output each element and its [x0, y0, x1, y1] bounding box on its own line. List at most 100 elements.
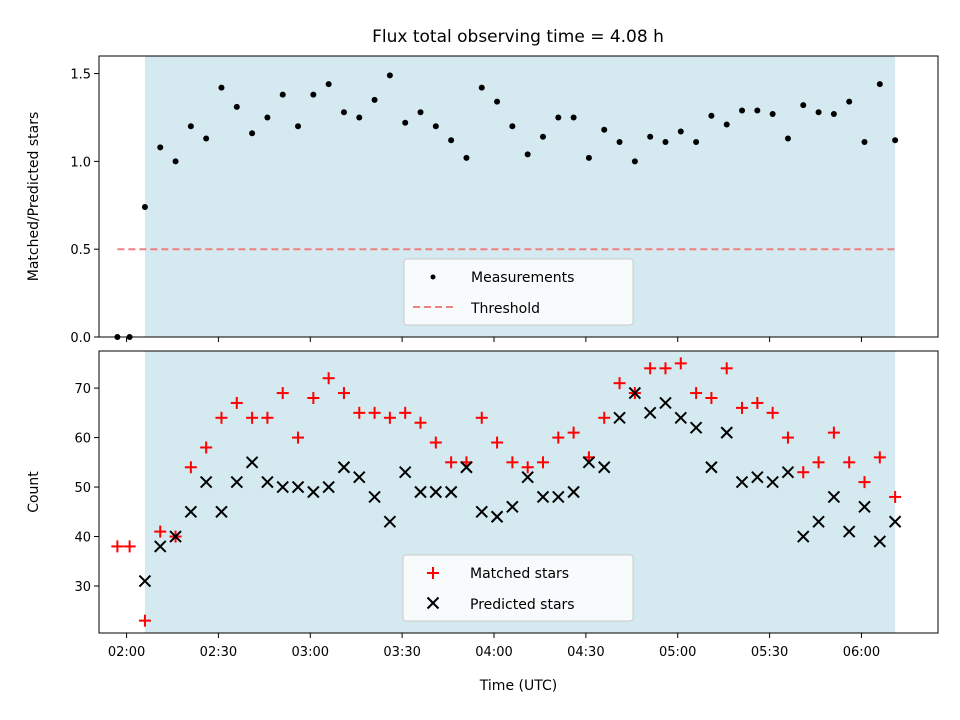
count-y-axis-label: Count [26, 471, 42, 513]
predicted-star-point [138, 574, 152, 588]
count-axis-ticks: 30 40 50 60 70 02:00 02:30 03:00 03:30 04:00 04:30… [74, 382, 880, 660]
predicted-star-point [720, 426, 733, 439]
matched-star-point [322, 372, 335, 385]
measurement-point [172, 158, 179, 165]
measurement-point [386, 72, 393, 79]
predicted-star-point [735, 475, 749, 489]
measurement-point [310, 91, 317, 98]
measurement-point [585, 154, 592, 161]
matched-star-point [613, 377, 626, 390]
predicted-star-point [567, 485, 580, 499]
measurement-point [524, 151, 531, 158]
predicted-star-point [383, 515, 397, 528]
measurement-point [601, 126, 608, 133]
matched-star-point [720, 362, 733, 375]
matched-star-point [138, 614, 151, 627]
x-tick-label: 03:00 [292, 645, 329, 660]
measurement-point [494, 98, 501, 105]
count-legend-box [402, 554, 634, 622]
y-tick-label: 0.5 [70, 243, 91, 258]
ratio-panel: 0.0 0.5 1.0 1.5 Matched/Predicted stars Mea… [26, 55, 939, 346]
matched-star-point [781, 431, 794, 444]
predicted-star-point [307, 485, 320, 499]
measurement-point [662, 139, 669, 146]
measurement-point [249, 130, 256, 137]
measurement-point [340, 109, 347, 116]
matched-star-point [843, 456, 856, 469]
x-tick-label: 05:00 [659, 645, 696, 660]
measurement-point [141, 204, 148, 211]
measurement-point [739, 107, 746, 114]
matched-star-point [797, 466, 810, 479]
ratio-y-axis-label: Matched/Predicted stars [26, 112, 42, 282]
matched-star-point [889, 490, 902, 503]
y-tick-label: 1.5 [70, 68, 91, 83]
measurement-point [570, 114, 577, 121]
measurement-point [325, 81, 332, 88]
x-tick-label: 04:00 [475, 645, 512, 660]
measurement-point [631, 158, 638, 165]
x-tick-label: 05:30 [751, 645, 788, 660]
matched-star-point [307, 392, 320, 404]
matched-star-point [154, 525, 167, 538]
predicted-star-point [797, 530, 810, 543]
x-tick-label: 03:30 [383, 645, 420, 660]
predicted-star-point [628, 386, 642, 400]
x-tick-label: 02:30 [200, 645, 237, 660]
measurement-point [218, 84, 225, 91]
predicted-star-point [444, 485, 458, 499]
predicted-star-point [674, 411, 687, 424]
measurement-point [693, 139, 700, 146]
predicted-star-point [276, 480, 289, 494]
measurement-point [295, 123, 302, 130]
measurement-point [677, 128, 684, 135]
ratio-legend-box [403, 258, 634, 326]
matched-star-point [598, 411, 611, 424]
matched-star-point [414, 416, 427, 429]
y-tick-label: 0.0 [70, 331, 91, 346]
predicted-star-point [643, 406, 657, 420]
matched-star-point [215, 411, 228, 424]
predicted-star-point [689, 421, 703, 434]
ratio-axis-ticks: 0.0 0.5 1.0 1.5 [70, 68, 862, 346]
measurement-point [830, 110, 837, 117]
predicted-star-point [245, 456, 259, 469]
measurement-point [264, 114, 271, 121]
matched-star-point [261, 411, 274, 424]
matched-star-point [751, 396, 764, 409]
y-tick-label: 40 [74, 531, 91, 546]
measurement-point [815, 109, 822, 116]
measurement-point [478, 84, 485, 91]
measurement-point [754, 107, 761, 114]
matched-star-point [659, 362, 672, 375]
count-panel-frame [98, 350, 939, 634]
measurement-point [647, 133, 654, 140]
count-legend: Matched stars Predicted stars [402, 554, 634, 622]
matched-star-point [491, 436, 504, 449]
measurement-point [432, 123, 439, 130]
matched-star-point [246, 411, 259, 424]
matched-star-point [567, 426, 580, 439]
predicted-star-point [705, 461, 718, 474]
predicted-star-point [888, 515, 902, 528]
matched-star-point [368, 406, 381, 419]
measurement-point [784, 135, 791, 142]
legend-measurements-marker [430, 274, 436, 280]
predicted-star-point [429, 485, 443, 499]
predicted-star-point [337, 461, 351, 474]
measurement-point [509, 123, 516, 130]
measurement-point [233, 103, 240, 110]
measurement-point [539, 133, 546, 140]
predicted-star-point [261, 475, 274, 489]
matched-star-point [506, 456, 519, 469]
measurement-point [708, 112, 715, 119]
chart-title: Flux total observing time = 4.08 h [372, 27, 664, 47]
predicted-star-point [842, 525, 856, 538]
matched-star-point [276, 387, 289, 400]
matched-star-point [184, 461, 197, 474]
x-tick-label: 06:00 [843, 645, 880, 660]
predicted-star-point [460, 461, 473, 474]
legend-predicted-marker [426, 596, 440, 610]
measurement-point [157, 144, 164, 151]
